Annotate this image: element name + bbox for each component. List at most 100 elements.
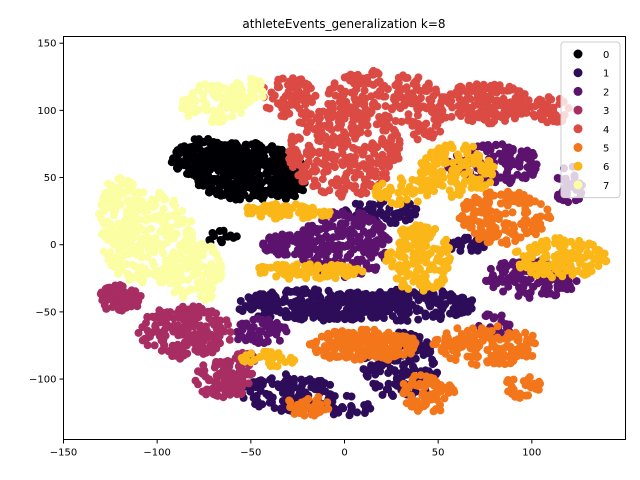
data-point	[395, 144, 404, 153]
data-point	[109, 211, 118, 220]
data-point	[501, 219, 510, 228]
data-point	[105, 224, 114, 233]
data-point	[244, 379, 253, 388]
data-point	[168, 211, 177, 220]
data-point	[543, 205, 552, 214]
data-point	[242, 369, 251, 378]
data-point	[155, 191, 164, 200]
data-point	[561, 281, 570, 290]
data-point	[182, 105, 191, 114]
data-point	[328, 101, 337, 110]
data-point	[459, 298, 468, 307]
data-point	[453, 335, 462, 344]
data-point	[292, 238, 301, 247]
data-point	[496, 274, 505, 283]
data-point	[396, 252, 405, 261]
data-point	[369, 80, 378, 89]
data-point	[383, 85, 392, 93]
data-point	[529, 248, 538, 257]
data-point	[422, 372, 431, 381]
data-point	[258, 178, 267, 187]
data-point	[125, 233, 134, 241]
data-point	[345, 411, 354, 420]
data-point	[372, 90, 381, 99]
data-point	[351, 153, 360, 161]
data-point	[306, 304, 315, 313]
data-point	[539, 254, 548, 263]
data-point	[259, 206, 268, 215]
data-point	[194, 264, 203, 273]
data-point	[287, 140, 296, 149]
data-point	[272, 272, 281, 281]
data-point	[314, 286, 323, 295]
data-point	[580, 253, 589, 262]
data-point	[576, 245, 584, 254]
data-point	[442, 235, 451, 244]
data-point	[252, 291, 261, 300]
data-point	[169, 199, 178, 208]
data-point	[280, 389, 289, 398]
data-point	[509, 349, 518, 358]
data-point	[216, 116, 225, 125]
data-point	[303, 376, 311, 385]
data-point	[349, 229, 358, 238]
data-point	[163, 320, 172, 329]
data-point	[363, 230, 372, 239]
data-point	[184, 276, 193, 285]
data-point	[357, 255, 366, 264]
data-point	[348, 308, 357, 316]
data-point	[428, 360, 437, 369]
data-point	[546, 214, 555, 223]
data-point	[378, 222, 387, 231]
data-point	[350, 184, 358, 193]
data-point	[320, 188, 329, 197]
data-point	[357, 116, 366, 125]
data-point	[286, 397, 295, 406]
data-point	[215, 227, 224, 235]
data-point	[326, 380, 335, 389]
data-point	[286, 158, 295, 167]
data-point	[292, 265, 301, 274]
data-point	[253, 397, 262, 406]
data-point	[212, 358, 221, 366]
data-point	[544, 93, 553, 102]
data-point	[226, 328, 235, 337]
data-point	[236, 180, 245, 189]
data-point	[140, 264, 149, 273]
data-point	[353, 130, 361, 139]
data-point	[285, 274, 293, 283]
data-point	[408, 175, 417, 184]
data-point	[475, 182, 484, 191]
data-point	[422, 87, 431, 95]
data-point	[262, 169, 271, 178]
data-point	[433, 299, 442, 308]
data-point	[401, 366, 410, 375]
data-point	[358, 210, 367, 219]
data-point	[394, 375, 403, 383]
data-point	[402, 195, 411, 204]
data-point	[422, 293, 431, 302]
data-point	[364, 129, 372, 138]
data-point	[492, 232, 501, 241]
data-point	[485, 166, 493, 175]
data-point	[326, 262, 335, 271]
data-point	[349, 245, 358, 254]
data-point	[434, 380, 443, 389]
data-point	[223, 232, 232, 241]
data-point	[465, 167, 474, 176]
data-point	[497, 156, 506, 165]
data-point	[299, 285, 308, 294]
data-point	[549, 117, 558, 126]
data-point	[357, 314, 366, 323]
data-point	[278, 235, 286, 244]
data-point	[347, 402, 356, 410]
data-point	[384, 144, 393, 153]
data-point	[501, 209, 510, 218]
data-point	[327, 125, 336, 134]
data-point	[138, 323, 147, 332]
data-point	[419, 286, 428, 295]
data-point	[351, 199, 360, 208]
data-point	[468, 239, 477, 248]
data-point	[440, 247, 449, 255]
